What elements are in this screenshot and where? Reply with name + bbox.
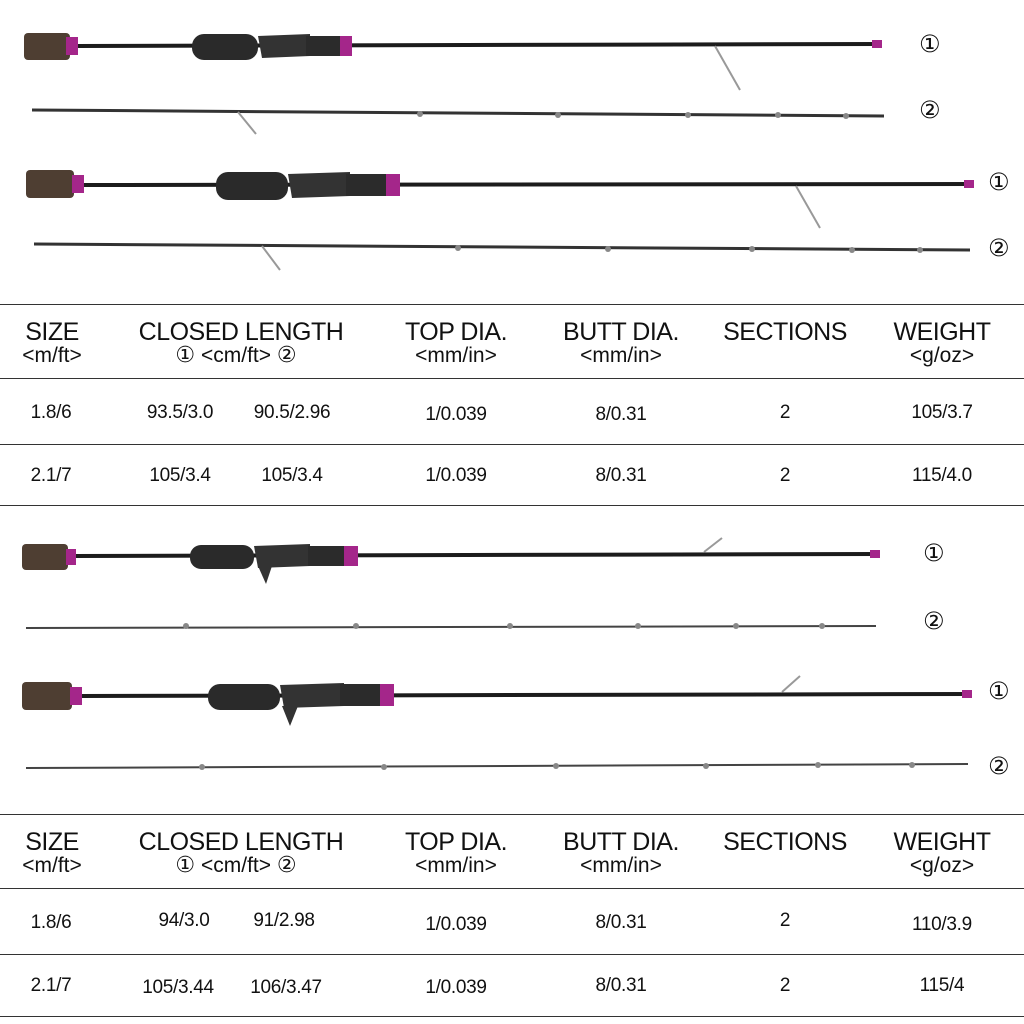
header-sections: SECTIONS [723, 828, 847, 856]
cell-length-2: 106/3.47 [250, 977, 322, 998]
header-top-dia-unit: <mm/in> [415, 854, 497, 877]
header-weight-unit: <g/oz> [909, 344, 975, 367]
header-weight: WEIGHT [893, 318, 992, 346]
rod-tip-section-1b [33, 242, 971, 271]
cell-top-dia: 1/0.039 [425, 465, 487, 486]
cell-top-dia: 1/0.039 [425, 914, 487, 935]
table-header-border [0, 378, 1024, 379]
cell-weight: 110/3.9 [912, 914, 972, 935]
cell-size: 1.8/6 [30, 402, 72, 423]
header-top-dia: TOP DIA. [404, 828, 508, 856]
section-marker-2: ② [988, 234, 1010, 262]
marker-2: ② [276, 343, 297, 368]
cell-weight: 105/3.7 [911, 402, 973, 423]
cell-weight: 115/4.0 [912, 465, 972, 486]
cell-top-dia: 1/0.039 [425, 404, 487, 425]
table-row-border [0, 954, 1024, 955]
section-marker-2: ② [923, 607, 945, 635]
table-row-border [0, 444, 1024, 445]
cell-size: 2.1/7 [30, 975, 72, 996]
section-marker-2: ② [988, 752, 1010, 780]
cell-length-1: 94/3.0 [158, 910, 210, 931]
marker-2: ② [276, 853, 297, 878]
cell-butt-dia: 8/0.31 [595, 404, 647, 425]
cell-top-dia: 1/0.039 [425, 977, 487, 998]
rod-tip-section-1a [31, 108, 885, 135]
header-size: SIZE [25, 828, 79, 856]
rod-butt-section-1a [24, 33, 882, 91]
cell-sections: 2 [779, 465, 791, 486]
cell-length-2: 105/3.4 [261, 465, 323, 486]
header-closed-length: CLOSED LENGTH [138, 318, 344, 346]
section-marker-1: ① [988, 168, 1010, 196]
header-weight: WEIGHT [893, 828, 992, 856]
cell-size: 2.1/7 [30, 465, 72, 486]
header-closed-length-unit: ① <cm/ft> ② [175, 853, 297, 878]
table-top-border [0, 304, 1024, 305]
cell-weight: 115/4 [919, 975, 965, 996]
header-size: SIZE [25, 318, 79, 346]
rod-butt-section-1b [26, 170, 974, 229]
header-top-dia-unit: <mm/in> [415, 344, 497, 367]
cell-butt-dia: 8/0.31 [595, 465, 647, 486]
marker-1: ① [175, 343, 196, 368]
rod-butt-section-2b [22, 675, 972, 726]
cell-length-1: 105/3.44 [142, 977, 214, 998]
section-marker-1: ① [919, 30, 941, 58]
header-closed-length-unit: ① <cm/ft> ② [175, 343, 297, 368]
section-marker-2: ② [919, 96, 941, 124]
cell-butt-dia: 8/0.31 [595, 912, 647, 933]
header-butt-dia-unit: <mm/in> [580, 344, 662, 367]
cell-sections: 2 [779, 402, 791, 423]
rod-illustration-group-1 [24, 33, 974, 271]
table-bottom-border [0, 1016, 1024, 1017]
header-size-unit: <m/ft> [22, 854, 82, 877]
marker-1: ① [175, 853, 196, 878]
header-butt-dia-unit: <mm/in> [580, 854, 662, 877]
section-marker-1: ① [988, 677, 1010, 705]
header-weight-unit: <g/oz> [909, 854, 975, 877]
cell-sections: 2 [779, 910, 791, 931]
table-bottom-border [0, 505, 1024, 506]
header-closed-length: CLOSED LENGTH [138, 828, 344, 856]
header-butt-dia: BUTT DIA. [563, 828, 679, 856]
cell-sections: 2 [779, 975, 791, 996]
table-header-border [0, 888, 1024, 889]
table-top-border [0, 814, 1024, 815]
rod-tip-section-2b [25, 762, 969, 770]
header-sections: SECTIONS [723, 318, 847, 346]
rod-illustration-group-2 [22, 537, 972, 770]
header-top-dia: TOP DIA. [404, 318, 508, 346]
section-marker-1: ① [923, 539, 945, 567]
rod-tip-section-2a [25, 623, 877, 629]
cell-size: 1.8/6 [30, 912, 72, 933]
cell-length-1: 105/3.4 [149, 465, 211, 486]
cell-length-2: 90.5/2.96 [253, 402, 331, 423]
rod-butt-section-2a [22, 537, 880, 584]
cell-butt-dia: 8/0.31 [595, 975, 647, 996]
header-butt-dia: BUTT DIA. [563, 318, 679, 346]
cell-length-1: 93.5/3.0 [146, 402, 214, 423]
cell-length-2: 91/2.98 [253, 910, 315, 931]
header-size-unit: <m/ft> [22, 344, 82, 367]
